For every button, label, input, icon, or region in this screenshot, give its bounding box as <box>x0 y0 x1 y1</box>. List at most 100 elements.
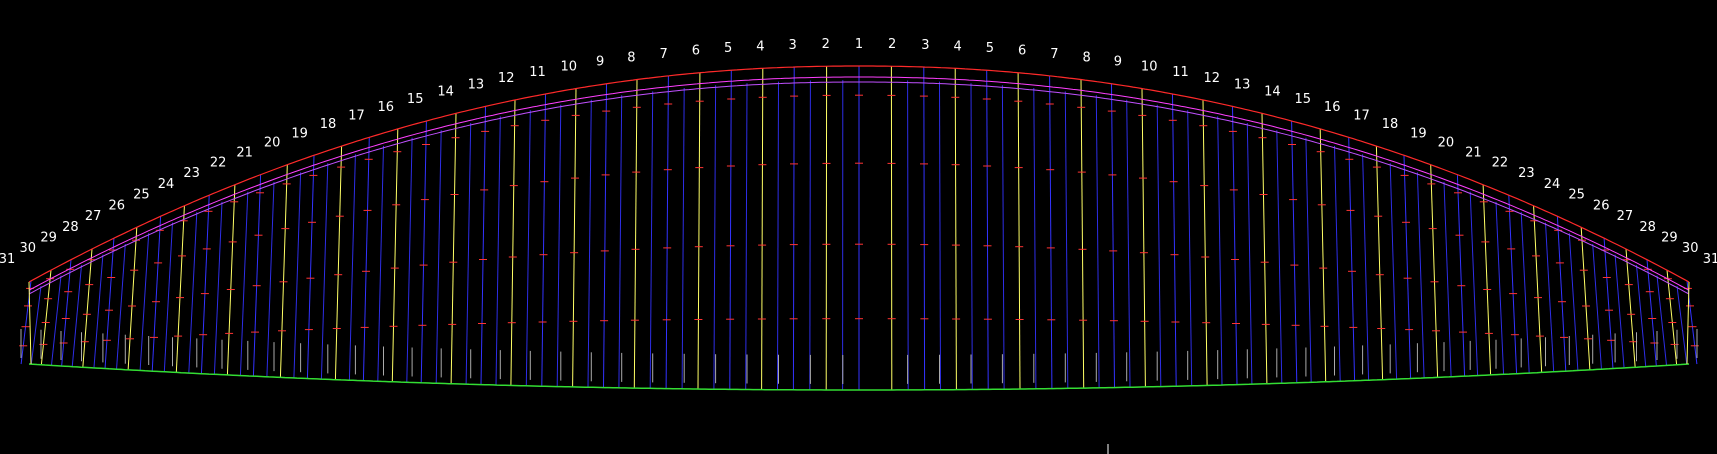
leading-edge-outline <box>28 65 1690 283</box>
rib-line <box>665 75 669 389</box>
rib-line <box>1430 164 1439 378</box>
rib-line <box>923 66 926 390</box>
rib-line <box>334 146 343 380</box>
magenta-line <box>28 81 1690 295</box>
rib-label-right: 13 <box>1234 77 1251 92</box>
rib-label-left: 15 <box>407 92 424 107</box>
rib-label-right: 18 <box>1382 117 1399 132</box>
rib-label-left: 16 <box>378 100 395 115</box>
rib-label-left: 29 <box>40 231 57 246</box>
rib-lines <box>20 66 1698 391</box>
rib-label-right: 22 <box>1492 156 1509 171</box>
rib-label-right: 28 <box>1639 220 1656 235</box>
rib-label-left: 30 <box>20 241 37 256</box>
rib-line <box>649 91 654 389</box>
rib-line <box>792 66 795 390</box>
rib-label-left: 26 <box>109 198 126 213</box>
rib-line <box>1305 137 1312 383</box>
rib-line <box>61 259 72 367</box>
rib-line <box>1276 130 1283 384</box>
rib-label-left: 12 <box>498 71 515 86</box>
rib-label-right: 17 <box>1353 108 1370 123</box>
rib-line <box>1580 227 1591 371</box>
rib-label-left: 8 <box>627 51 635 66</box>
rib-line <box>1017 72 1021 390</box>
rib-line <box>729 70 732 390</box>
rib-line <box>465 122 472 385</box>
trailing-edge-outline <box>28 363 1690 391</box>
rib-line <box>809 80 811 390</box>
rib-line <box>777 81 779 390</box>
rib-line <box>970 83 973 390</box>
tip-edge-right <box>1686 281 1690 365</box>
rib-line <box>1443 181 1452 378</box>
rib-line <box>82 248 93 368</box>
rib-label-right: 30 <box>1682 241 1699 256</box>
rib-line <box>1614 254 1625 369</box>
rib-label-left: 31 <box>0 252 15 267</box>
rib-line <box>587 99 592 388</box>
rib-line <box>1556 216 1567 372</box>
rib-line <box>495 116 501 386</box>
rib-line <box>1403 155 1412 379</box>
rib-label-left: 4 <box>756 39 764 54</box>
rib-label-right: 15 <box>1295 92 1312 107</box>
rib-line <box>1389 163 1398 380</box>
rib-line <box>745 83 748 390</box>
rib-line <box>541 93 546 387</box>
rib-label-right: 20 <box>1438 136 1455 151</box>
rib-line <box>1646 259 1657 367</box>
rib-line <box>1246 122 1253 385</box>
rib-label-right: 26 <box>1593 198 1610 213</box>
rib-line <box>986 70 989 390</box>
tip-edge-left <box>28 281 32 365</box>
rib-label-right: 2 <box>888 37 896 52</box>
rib-label-right: 8 <box>1082 51 1090 66</box>
rib-line <box>939 81 941 390</box>
rib-line <box>1508 195 1518 375</box>
rib-line <box>293 172 302 379</box>
rib-line <box>1319 128 1327 383</box>
rib-line <box>1625 248 1636 368</box>
rib-line <box>127 227 138 371</box>
rib-line <box>1495 201 1505 375</box>
rib-label-left: 21 <box>236 146 253 161</box>
rib-label-left: 9 <box>596 55 604 70</box>
rib-label-right: 25 <box>1568 187 1585 202</box>
rib-line <box>348 154 356 381</box>
rib-label-right: 23 <box>1518 166 1535 181</box>
rib-line <box>1469 191 1479 376</box>
rib-label-left: 23 <box>183 166 200 181</box>
rib-line <box>435 130 442 384</box>
rib-line <box>1603 238 1614 370</box>
rib-label-left: 7 <box>659 47 667 62</box>
rib-line <box>71 265 82 368</box>
rib-line <box>139 233 150 372</box>
rib-line <box>1636 265 1647 368</box>
rib-line <box>200 195 210 375</box>
rib-line <box>1001 85 1005 390</box>
rib-line <box>1520 212 1530 374</box>
rib-line <box>1080 79 1085 389</box>
rib-line <box>681 87 685 389</box>
rib-line <box>406 137 413 383</box>
rib-line <box>239 191 249 376</box>
rib-label-right: 12 <box>1204 71 1221 86</box>
rib-label-right: 7 <box>1050 47 1058 62</box>
rib-line <box>1568 233 1579 372</box>
rib-label-left: 28 <box>62 220 79 235</box>
rib-line <box>320 163 329 380</box>
rib-label-left: 22 <box>210 156 227 171</box>
rib-label-right: 3 <box>921 38 929 53</box>
rib-line <box>954 68 957 390</box>
rib-line <box>1217 116 1223 386</box>
rib-label-left: 11 <box>529 65 546 80</box>
rib-line <box>1334 145 1341 382</box>
rib-line <box>1348 137 1356 381</box>
rib-line <box>603 83 607 388</box>
rib-label-right: 21 <box>1465 146 1482 161</box>
rib-line <box>618 95 623 388</box>
rib-label-right: 27 <box>1617 209 1634 224</box>
